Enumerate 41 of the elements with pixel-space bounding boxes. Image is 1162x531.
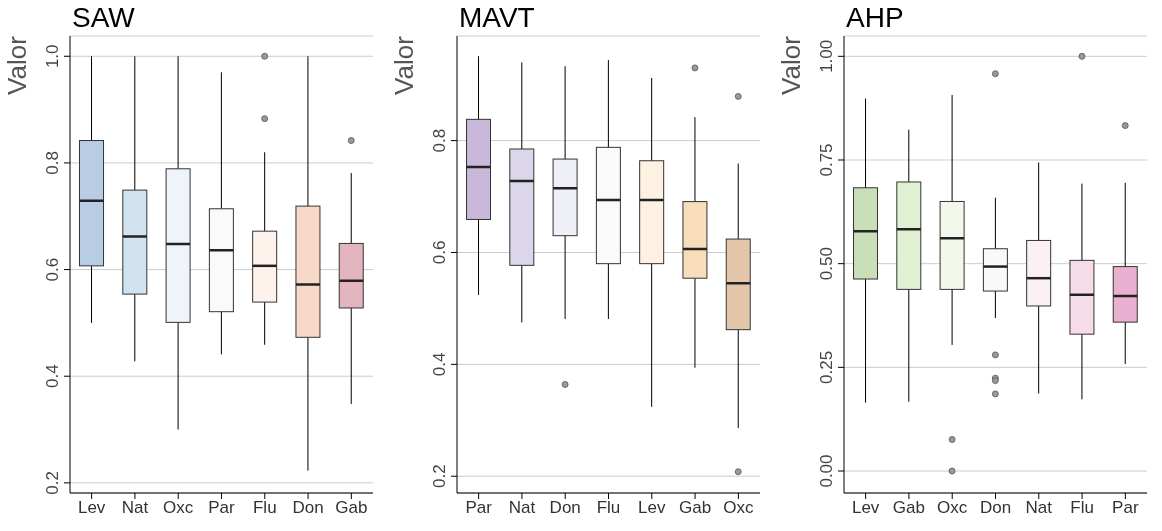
x-tick-label: Oxc [163,498,194,518]
x-tick-label: Gab [679,498,712,518]
y-tick-label: 0.6 [430,240,449,265]
x-tick-label: Flu [596,498,621,518]
y-tick-label: 0.6 [43,257,62,282]
y-tick-label: 0.50 [817,247,836,281]
y-tick-label: 0.4 [430,352,449,377]
x-tick-label: Don [292,498,324,518]
y-axis-title: Valor [775,35,807,95]
x-tick-label: Par [1112,498,1139,518]
x-tick-label: Gab [335,498,368,518]
x-tick-label: Flu [1070,498,1094,518]
x-tick-label: Don [979,498,1012,518]
x-tick-label: Nat [508,498,536,518]
y-tick-label: 0.8 [430,128,449,153]
x-tick-label: Par [208,498,236,518]
x-tick-label: Don [549,498,581,518]
chart-title: AHP [846,2,904,34]
x-tick-label: Lev [638,498,666,518]
x-tick-label: Lev [851,498,880,518]
x-tick-label: Par [465,498,493,518]
chart-title: SAW [72,2,135,34]
y-tick-label: 0.8 [43,151,62,175]
x-tick-label: Nat [121,498,149,518]
y-tick-label: 1.00 [817,39,836,73]
x-tick-label: Nat [1025,498,1053,518]
y-axis-title: Valor [1,35,33,95]
y-tick-label: 0.00 [817,454,836,488]
x-tick-label: Oxc [937,498,968,518]
y-axis-title: Valor [388,35,420,95]
y-tick-label: 0.75 [817,143,836,177]
y-tick-label: 0.4 [43,364,62,389]
x-tick-label: Gab [892,498,925,518]
chart-title: MAVT [459,2,535,34]
x-tick-label: Flu [252,498,277,518]
y-tick-label: 0.2 [430,464,449,489]
y-tick-label: 0.2 [43,471,62,495]
x-tick-label: Oxc [723,498,754,518]
x-tick-label: Lev [77,498,106,518]
y-tick-label: 0.25 [817,350,836,384]
y-tick-label: 1.0 [43,44,62,69]
